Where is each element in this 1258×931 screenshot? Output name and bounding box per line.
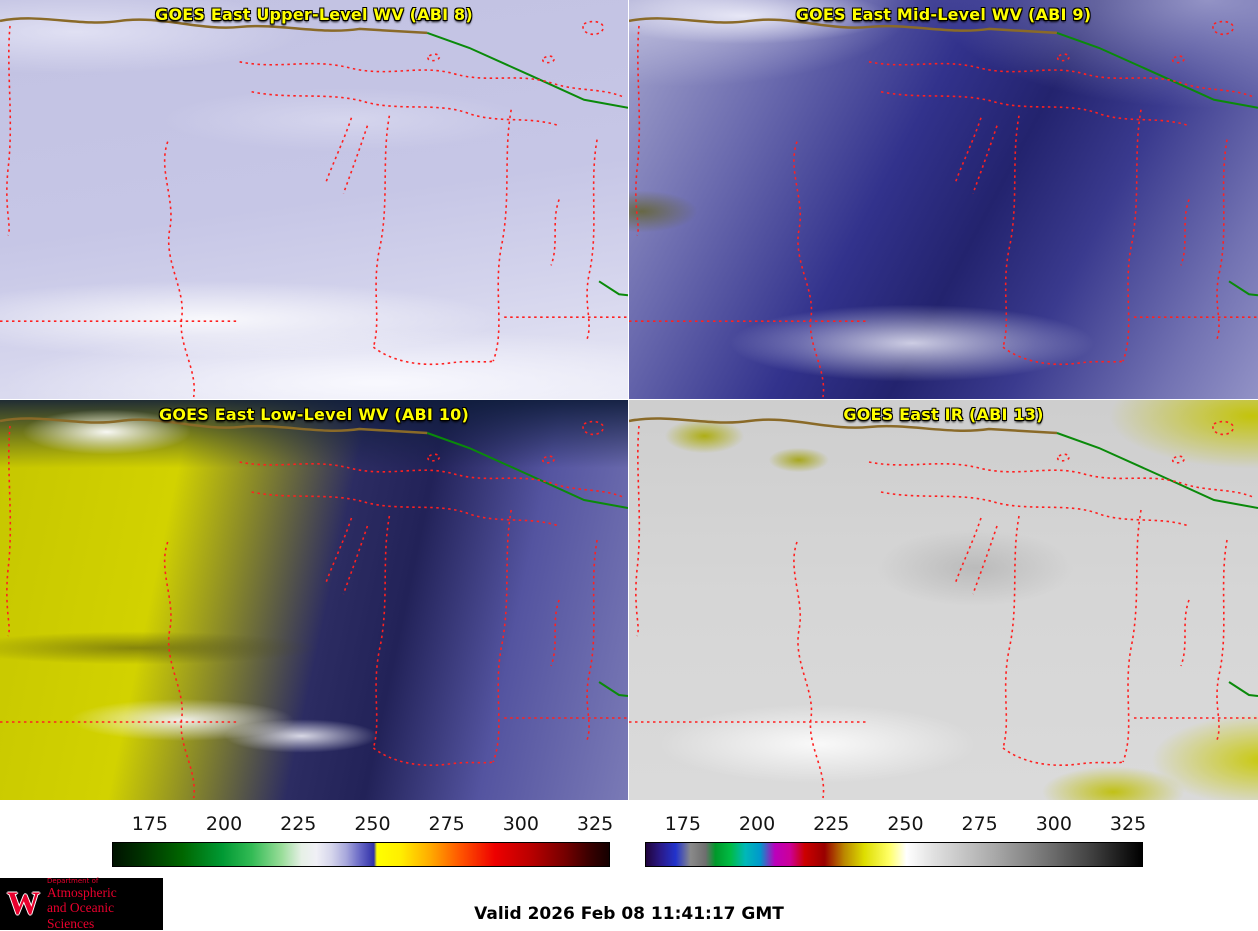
panel-title-mid-wv: GOES East Mid-Level WV (ABI 9)	[795, 5, 1092, 24]
colorbar-tick: 250	[887, 813, 924, 835]
colorbar-gradient-wv	[112, 842, 610, 867]
panel-mid-level-wv: GOES East Mid-Level WV (ABI 9)	[629, 0, 1258, 400]
uw-aos-logo: W Department of Atmospheric and Oceanic …	[0, 877, 163, 931]
colorbar-tick: 200	[738, 813, 776, 835]
logo-name-line1: Atmospheric	[47, 884, 117, 900]
panel-title-low-wv: GOES East Low-Level WV (ABI 10)	[158, 405, 469, 424]
colorbar-tick: 275	[428, 813, 465, 835]
colorbar-tick: 300	[502, 813, 539, 835]
panel-ir: GOES East IR (ABI 13)	[629, 400, 1258, 800]
map-boundaries-overlay	[0, 17, 628, 399]
colorbar-tick: 250	[354, 813, 391, 835]
colorbar-ir-ticks: 175 200 225 250 275 300 325	[645, 810, 1147, 842]
colorbar-tick: 200	[205, 813, 243, 835]
panel-upper-level-wv: GOES East Upper-Level WV (ABI 8)	[0, 0, 629, 400]
colorbar-ir: 175 200 225 250 275 300 325	[645, 810, 1147, 872]
colorbar-row: 175 200 225 250 275 300 325 175 200 225 …	[0, 800, 1258, 878]
colorbar-tick: 175	[131, 813, 168, 835]
colorbar-wv: 175 200 225 250 275 300 325	[112, 810, 614, 872]
uw-crest-icon: W	[7, 885, 40, 922]
colorbar-wv-ticks: 175 200 225 250 275 300 325	[112, 810, 614, 842]
footer: W Department of Atmospheric and Oceanic …	[0, 877, 1258, 931]
map-boundaries-overlay	[629, 417, 1258, 800]
uw-aos-logo-text: Department of Atmospheric and Oceanic Sc…	[47, 877, 156, 931]
colorbar-tick: 300	[1035, 813, 1072, 835]
panel-title-ir: GOES East IR (ABI 13)	[843, 405, 1044, 424]
logo-name-line2: and Oceanic Sciences	[47, 900, 115, 931]
colorbar-tick: 225	[813, 813, 850, 835]
colorbar-tick: 225	[280, 813, 317, 835]
panel-low-level-wv: GOES East Low-Level WV (ABI 10)	[0, 400, 629, 800]
colorbar-tick: 175	[664, 813, 701, 835]
colorbar-tick: 325	[1109, 813, 1147, 835]
map-boundaries-overlay	[629, 17, 1258, 399]
valid-time-label: Valid 2026 Feb 08 11:41:17 GMT	[474, 904, 784, 924]
logo-dept-label: Department of	[47, 876, 99, 885]
satellite-quad-grid: GOES East Upper-Level WV (ABI 8) GOES Ea…	[0, 0, 1258, 800]
panel-title-upper-wv: GOES East Upper-Level WV (ABI 8)	[155, 5, 473, 24]
colorbar-tick: 325	[576, 813, 614, 835]
map-boundaries-overlay	[0, 417, 628, 800]
colorbar-tick: 275	[961, 813, 998, 835]
colorbar-gradient-ir	[645, 842, 1143, 867]
